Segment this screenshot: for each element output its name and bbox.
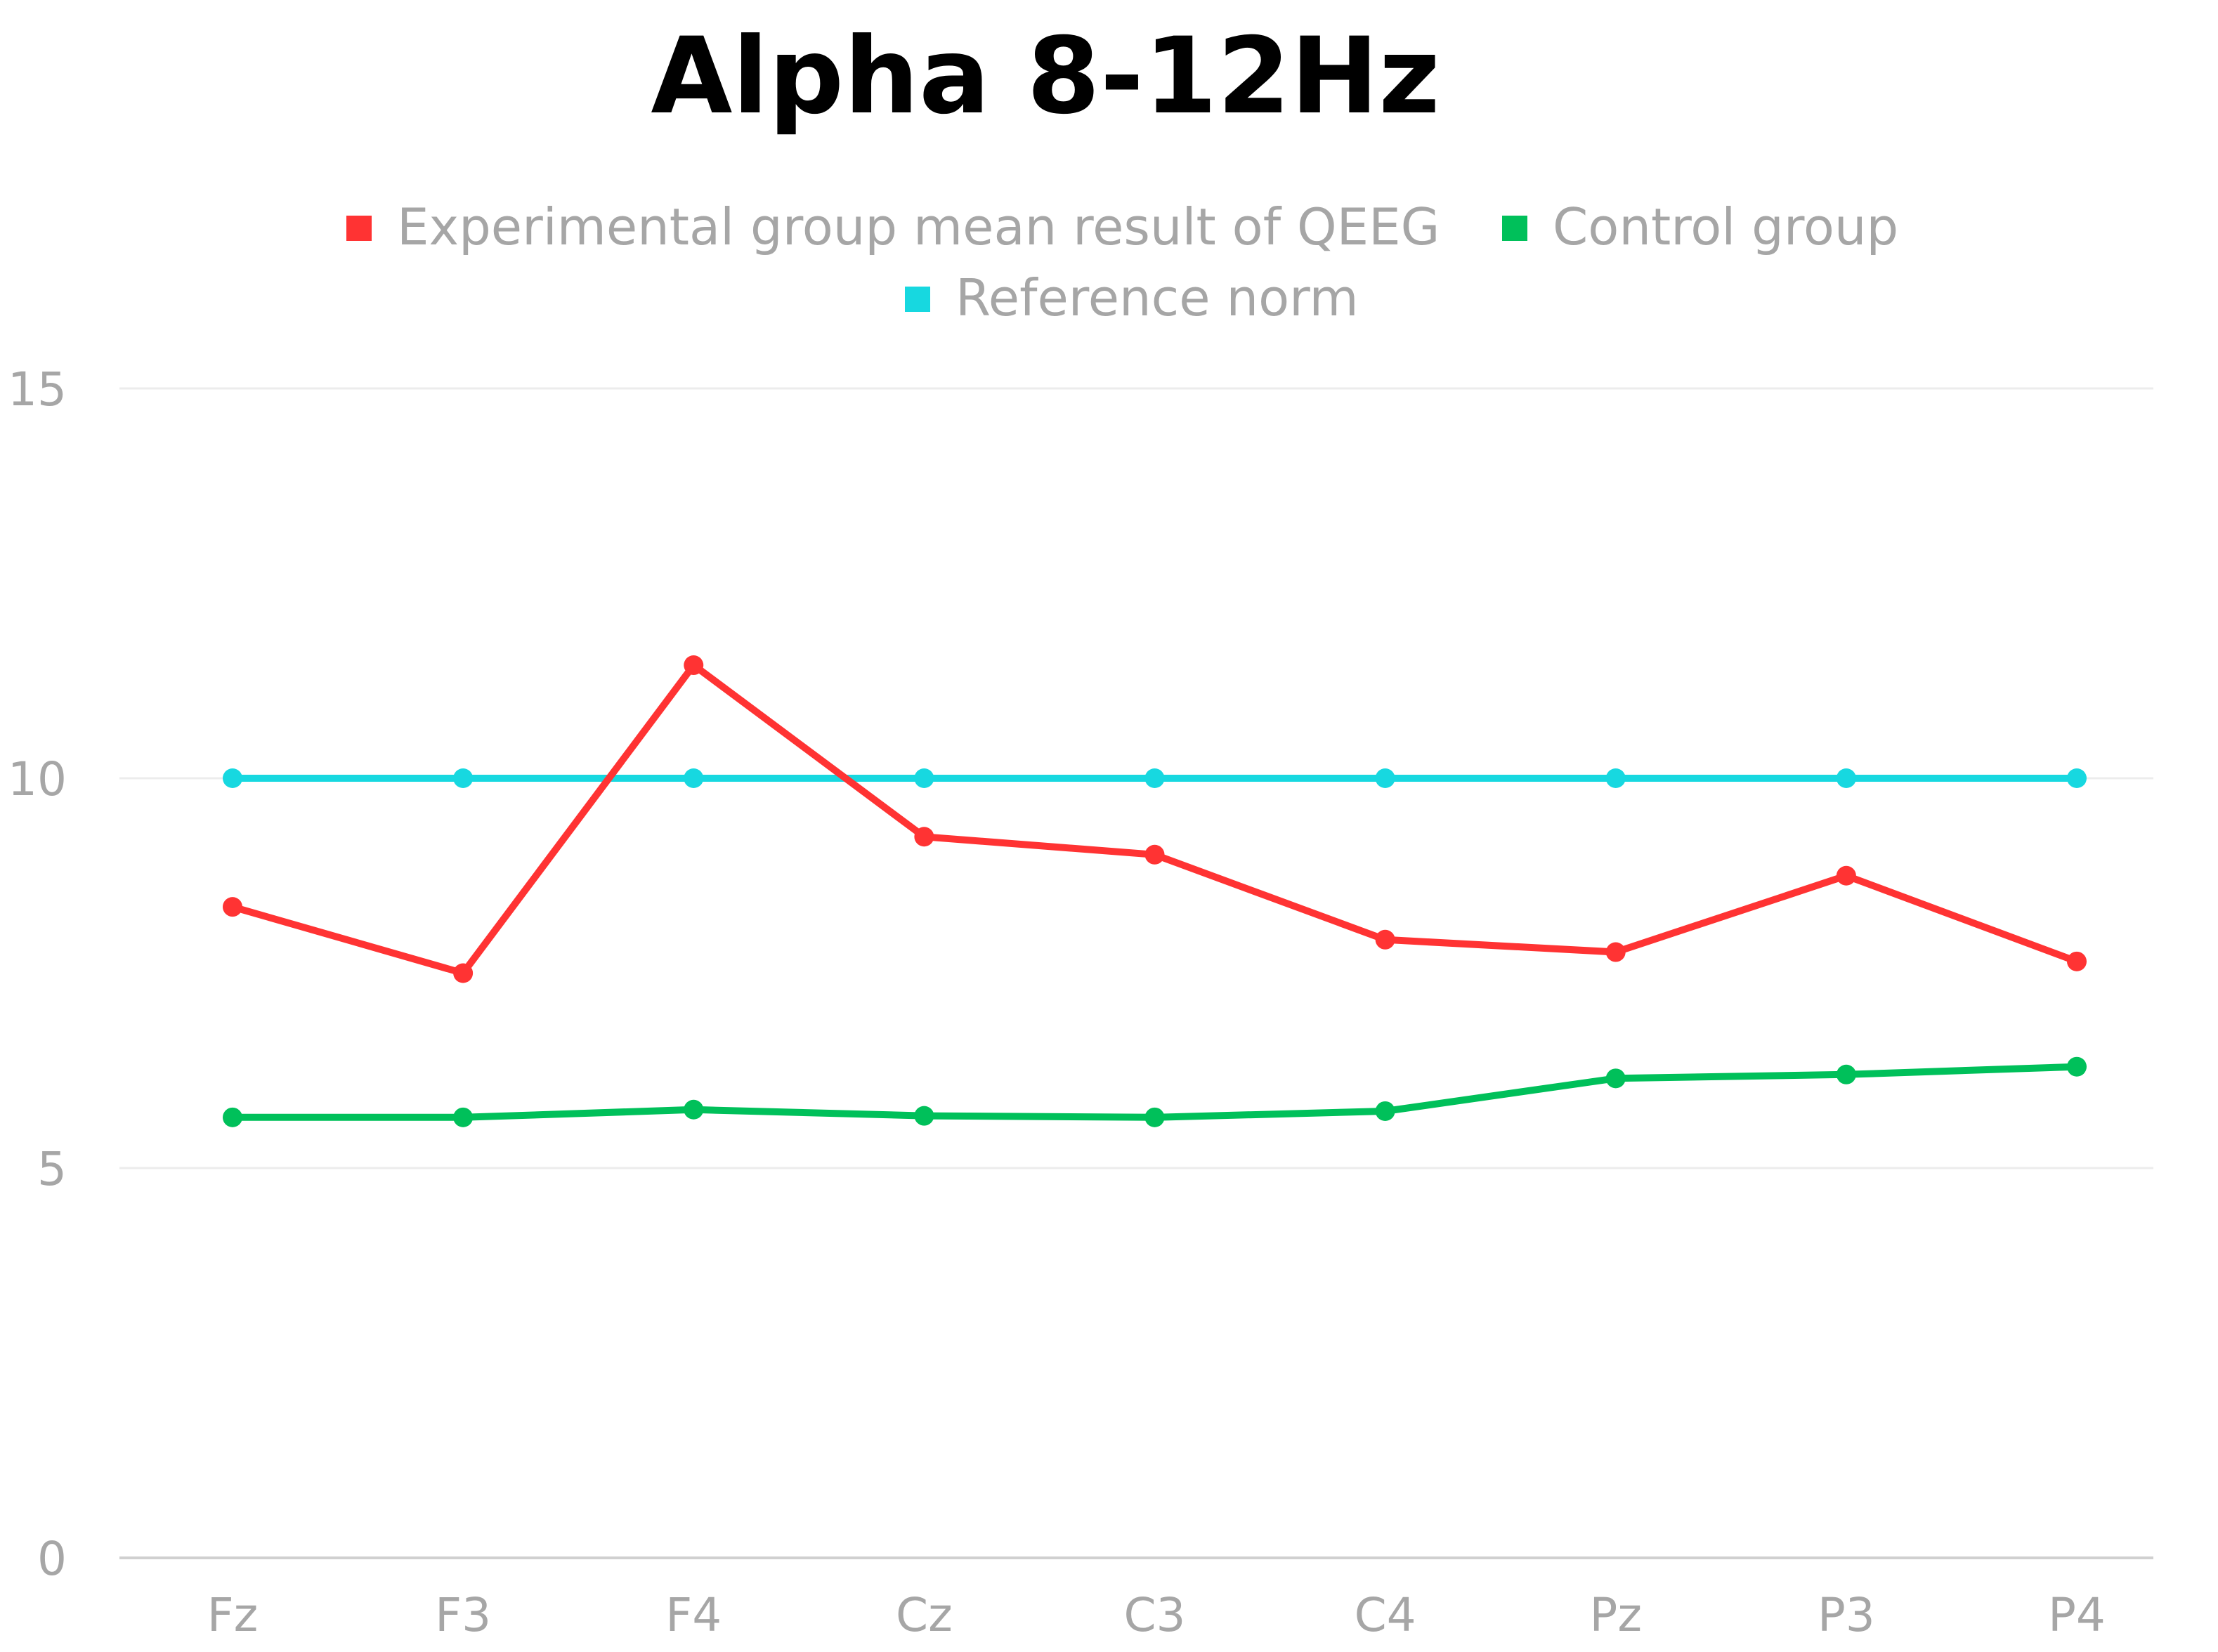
data-point (223, 768, 242, 788)
legend-item-control[interactable]: Control group (1502, 197, 1898, 256)
legend-swatch-control (1502, 216, 1527, 241)
legend-label-control: Control group (1553, 197, 1898, 256)
y-tick-label: 5 (37, 1142, 67, 1196)
y-tick-label: 0 (37, 1532, 67, 1586)
data-point (1375, 929, 1395, 950)
data-point (1375, 768, 1395, 788)
x-tick-label: C3 (1123, 1588, 1185, 1642)
data-point (914, 1106, 934, 1126)
data-point (453, 1107, 474, 1127)
x-tick-label: F3 (435, 1588, 491, 1642)
data-point (684, 768, 704, 788)
data-point (1605, 1068, 1626, 1089)
y-axis-ticks: 0 5 10 15 (8, 362, 67, 1586)
x-tick-label: P3 (1818, 1588, 1875, 1642)
x-tick-label: C4 (1355, 1588, 1416, 1642)
data-point (684, 1099, 704, 1120)
legend-item-experimental[interactable]: Experimental group mean result of QEEG (346, 197, 1440, 256)
legend-label-experimental: Experimental group mean result of QEEG (397, 197, 1440, 256)
x-tick-label: Cz (896, 1588, 953, 1642)
x-tick-label: Fz (207, 1588, 259, 1642)
data-point (1144, 844, 1165, 865)
legend-item-reference[interactable]: Reference norm (905, 268, 1359, 327)
chart-title: Alpha 8-12Hz (651, 15, 1440, 138)
x-tick-label: F4 (665, 1588, 722, 1642)
y-tick-label: 15 (8, 362, 67, 417)
data-point (914, 768, 934, 788)
data-point (1836, 768, 1856, 788)
legend: Experimental group mean result of QEEG C… (346, 197, 1898, 327)
legend-swatch-experimental (346, 216, 372, 241)
data-point (223, 1107, 242, 1127)
x-axis-ticks: Fz F3 F4 Cz C3 C4 Pz P3 P4 (207, 1588, 2106, 1642)
data-point (2067, 1056, 2087, 1077)
data-point (453, 963, 474, 983)
data-point (223, 897, 242, 917)
data-point (1375, 1101, 1395, 1121)
data-point (1605, 768, 1626, 788)
x-tick-label: P4 (2048, 1588, 2106, 1642)
x-tick-label: Pz (1590, 1588, 1642, 1642)
data-point (2067, 768, 2087, 788)
data-point (914, 827, 934, 847)
data-point (1144, 1107, 1165, 1127)
data-point (684, 655, 704, 676)
data-point (1144, 768, 1165, 788)
data-point (453, 768, 474, 788)
data-point (2067, 951, 2087, 971)
data-point (1605, 942, 1626, 962)
data-point (1836, 1064, 1856, 1084)
legend-label-reference: Reference norm (955, 268, 1359, 327)
series-points (223, 655, 2087, 1127)
y-tick-label: 10 (8, 752, 67, 806)
data-point (1836, 865, 1856, 886)
legend-swatch-reference (905, 287, 930, 312)
